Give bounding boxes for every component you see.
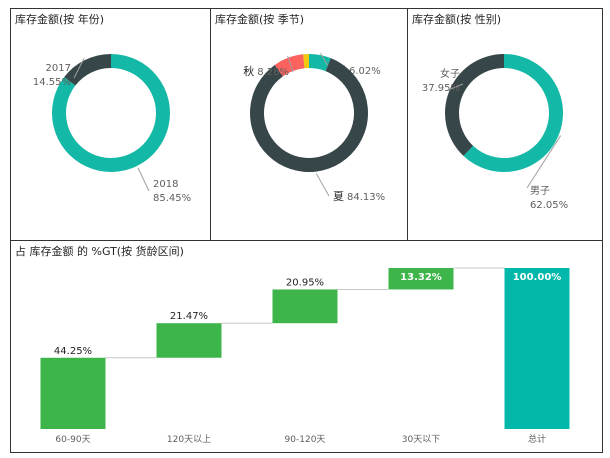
- slice-other: [303, 54, 309, 69]
- panel-aging: 占 库存金额 的 %GT(按 货龄区间) 44.25% 60-90天 21.47% 1…: [10, 240, 603, 453]
- bar-90-120天: [272, 289, 338, 324]
- donut-chart-season: 春6.02%夏84.13%秋8.28%: [243, 52, 385, 203]
- slice-2017: [64, 54, 111, 86]
- data-label: 21.47%: [170, 311, 208, 322]
- donut-chart-year: 2018 85.45% 2017 14.55%: [33, 54, 191, 204]
- leader-line: [526, 135, 562, 189]
- slice-value-label: 85.45%: [153, 193, 191, 204]
- chart-title-gender: 库存金额(按 性别): [412, 13, 502, 26]
- x-tick-label: 60-90天: [55, 435, 90, 445]
- x-tick-label: 30天以下: [402, 435, 440, 445]
- slice-value-label: 37.95%: [422, 83, 460, 94]
- waterfall-chart-aging: 44.25% 60-90天 21.47% 120天以上 20.95% 90-120天 13.…: [40, 267, 570, 445]
- panel-year: 库存金额(按 年份) 2018 85.45% 2017 14.55%: [10, 8, 211, 241]
- data-label: 44.25%: [54, 346, 92, 357]
- slice-category-label: 男子: [530, 185, 550, 197]
- bar-120天以上: [156, 323, 222, 358]
- data-label: 13.32%: [400, 272, 442, 283]
- slice-category-label: 女子: [440, 67, 460, 80]
- slice-value-label: 14.55%: [33, 77, 71, 88]
- x-tick-label: 总计: [528, 433, 546, 445]
- chart-title-year: 库存金额(按 年份): [15, 13, 105, 26]
- slice-category-label: 2017: [46, 63, 71, 74]
- x-tick-label: 90-120天: [285, 435, 326, 445]
- leader-line: [137, 167, 150, 192]
- slice-春: [309, 54, 331, 72]
- donut-chart-gender: 男子 62.05% 女子 37.95%: [422, 54, 568, 211]
- leader-line: [447, 83, 464, 91]
- leader-line: [73, 58, 85, 79]
- bar-30天以下: [388, 268, 454, 290]
- bar-总计: [504, 268, 570, 429]
- slice-label: 秋 8.28%: [243, 64, 289, 78]
- data-label: 20.95%: [286, 277, 324, 288]
- slice-秋: [274, 54, 305, 77]
- leader-line: [315, 173, 330, 197]
- x-tick-label: 120天以上: [167, 434, 211, 445]
- panel-season: 库存金额(按 季节) 春6.02%夏84.13%秋8.28%: [210, 8, 408, 241]
- bar-60-90天: [40, 357, 106, 429]
- slice-女子: [445, 54, 504, 156]
- leader-line: [287, 55, 294, 73]
- chart-title-season: 库存金额(按 季节): [215, 13, 305, 26]
- slice-男子: [463, 54, 563, 173]
- slice-label: 夏 84.13%: [333, 190, 385, 203]
- slice-value-label: 62.05%: [530, 200, 568, 211]
- chart-title-aging: 占 库存金额 的 %GT(按 货龄区间): [15, 245, 184, 258]
- slice-category-label: 2018: [153, 179, 178, 190]
- data-label: 100.00%: [513, 272, 562, 283]
- panel-gender: 库存金额(按 性别) 男子 62.05% 女子 37.95%: [407, 8, 603, 241]
